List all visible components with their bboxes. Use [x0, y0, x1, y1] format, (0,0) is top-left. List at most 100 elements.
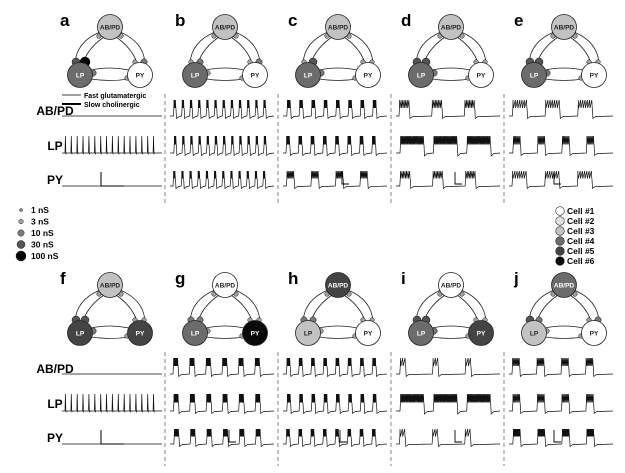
neuron-label-lp: LP: [417, 72, 426, 79]
neuron-label-py: PY: [477, 330, 486, 337]
panel-j: j AB/PD LP PY: [509, 269, 614, 448]
scale-bar: [100, 430, 124, 445]
cell-label: Cell #1: [567, 206, 595, 216]
trace-py: [170, 428, 275, 448]
neuron-label-py: PY: [136, 330, 145, 337]
trace-lp: [283, 393, 388, 415]
scale-bar: [341, 172, 349, 185]
strength-dot: [19, 208, 23, 212]
trace-lp: [170, 393, 275, 415]
neuron-label-ab: AB/PD: [100, 24, 121, 31]
trace-py: [283, 428, 388, 448]
panel-h: h AB/PD LP PY: [283, 269, 388, 448]
trace-ab: [396, 99, 501, 120]
panel-e: e AB/PD LP PY: [509, 11, 614, 190]
panel-letter: b: [175, 11, 185, 30]
neuron-label-ab: AB/PD: [554, 24, 575, 31]
neuron-label-lp: LP: [191, 72, 200, 79]
panel-letter: c: [288, 11, 297, 30]
neuron-label-ab: AB/PD: [441, 282, 462, 289]
neuron-label-py: PY: [364, 72, 373, 79]
neuron-lp: [408, 320, 434, 346]
neuron-lp: [295, 320, 321, 346]
neuron-label-lp: LP: [530, 72, 539, 79]
neuron-label-py: PY: [590, 330, 599, 337]
panels: a AB/PD LP PY b AB/PD LP PY c AB/PD LP PY d AB/PD LP PY…: [60, 11, 614, 448]
trace-lp: [62, 135, 162, 155]
scale-bar: [454, 172, 462, 185]
neuron-ab: [212, 14, 238, 40]
neuron-py: [127, 320, 153, 346]
cell-label: Cell #2: [567, 216, 595, 226]
neuron-ab: [97, 272, 123, 298]
trace-lp: [62, 393, 162, 413]
neuron-py: [355, 320, 381, 346]
neuron-label-lp: LP: [76, 72, 85, 79]
strength-dot: [18, 218, 24, 225]
neuron-ab: [212, 272, 238, 298]
row-label-ab: AB/PD: [36, 362, 74, 376]
strength-label: 3 nS: [31, 217, 49, 227]
neuron-ab: [325, 272, 351, 298]
neuron-label-lp: LP: [304, 330, 313, 337]
cell-swatch: [555, 246, 565, 256]
neuron-lp: [67, 320, 93, 346]
scale-bar: [454, 430, 462, 443]
cell-swatch: [555, 216, 565, 226]
trace-py: [396, 428, 501, 448]
strength-dot: [16, 240, 26, 249]
trace-ab: [396, 357, 501, 378]
panel-b: b AB/PD LP PY: [170, 11, 275, 190]
strength-label: 30 nS: [31, 240, 54, 250]
neuron-label-py: PY: [136, 72, 145, 79]
neuron-label-ab: AB/PD: [215, 24, 236, 31]
neuron-label-ab: AB/PD: [441, 24, 462, 31]
neuron-lp: [182, 320, 208, 346]
neuron-label-ab: AB/PD: [328, 282, 349, 289]
neuron-ab: [438, 272, 464, 298]
strength-dot: [15, 250, 27, 262]
trace-py: [509, 428, 614, 448]
row-label-lp: LP: [47, 139, 62, 153]
trace-ab: [509, 357, 614, 378]
neuron-lp: [521, 320, 547, 346]
neuron-py: [242, 62, 268, 88]
neuron-label-ab: AB/PD: [100, 282, 121, 289]
trace-ab: [283, 357, 388, 378]
panel-letter: f: [60, 269, 66, 288]
neuron-py: [355, 62, 381, 88]
panel-letter: e: [514, 11, 523, 30]
neuron-label-py: PY: [590, 72, 599, 79]
neuron-ab: [97, 14, 123, 40]
trace-py: [396, 170, 501, 190]
trace-py: [509, 170, 614, 190]
cell-swatch: [555, 206, 565, 216]
panel-c: c AB/PD LP PY: [283, 11, 388, 190]
trace-lp: [170, 135, 275, 157]
neuron-lp: [67, 62, 93, 88]
panel-letter: g: [175, 269, 185, 288]
neuron-label-py: PY: [477, 72, 486, 79]
neuron-py: [581, 62, 607, 88]
scale-bar: [100, 172, 124, 187]
neuron-py: [127, 62, 153, 88]
neuron-ab: [325, 14, 351, 40]
panel-a: a AB/PD LP PY: [60, 11, 162, 187]
scale-bar: [228, 430, 236, 443]
neuron-label-ab: AB/PD: [328, 24, 349, 31]
trace-lp: [509, 393, 614, 415]
neuron-lp: [408, 62, 434, 88]
row-label-lp: LP: [47, 397, 62, 411]
cell-swatch: [555, 236, 565, 246]
trace-lp: [396, 393, 501, 415]
trace-ab: [283, 99, 388, 120]
neuron-label-ab: AB/PD: [554, 282, 575, 289]
trace-py: [283, 170, 388, 190]
neuron-py: [468, 320, 494, 346]
neuron-label-lp: LP: [191, 330, 200, 337]
neuron-label-py: PY: [364, 330, 373, 337]
panel-i: i AB/PD LP PY: [396, 269, 501, 448]
strength-label: 100 nS: [31, 251, 59, 261]
